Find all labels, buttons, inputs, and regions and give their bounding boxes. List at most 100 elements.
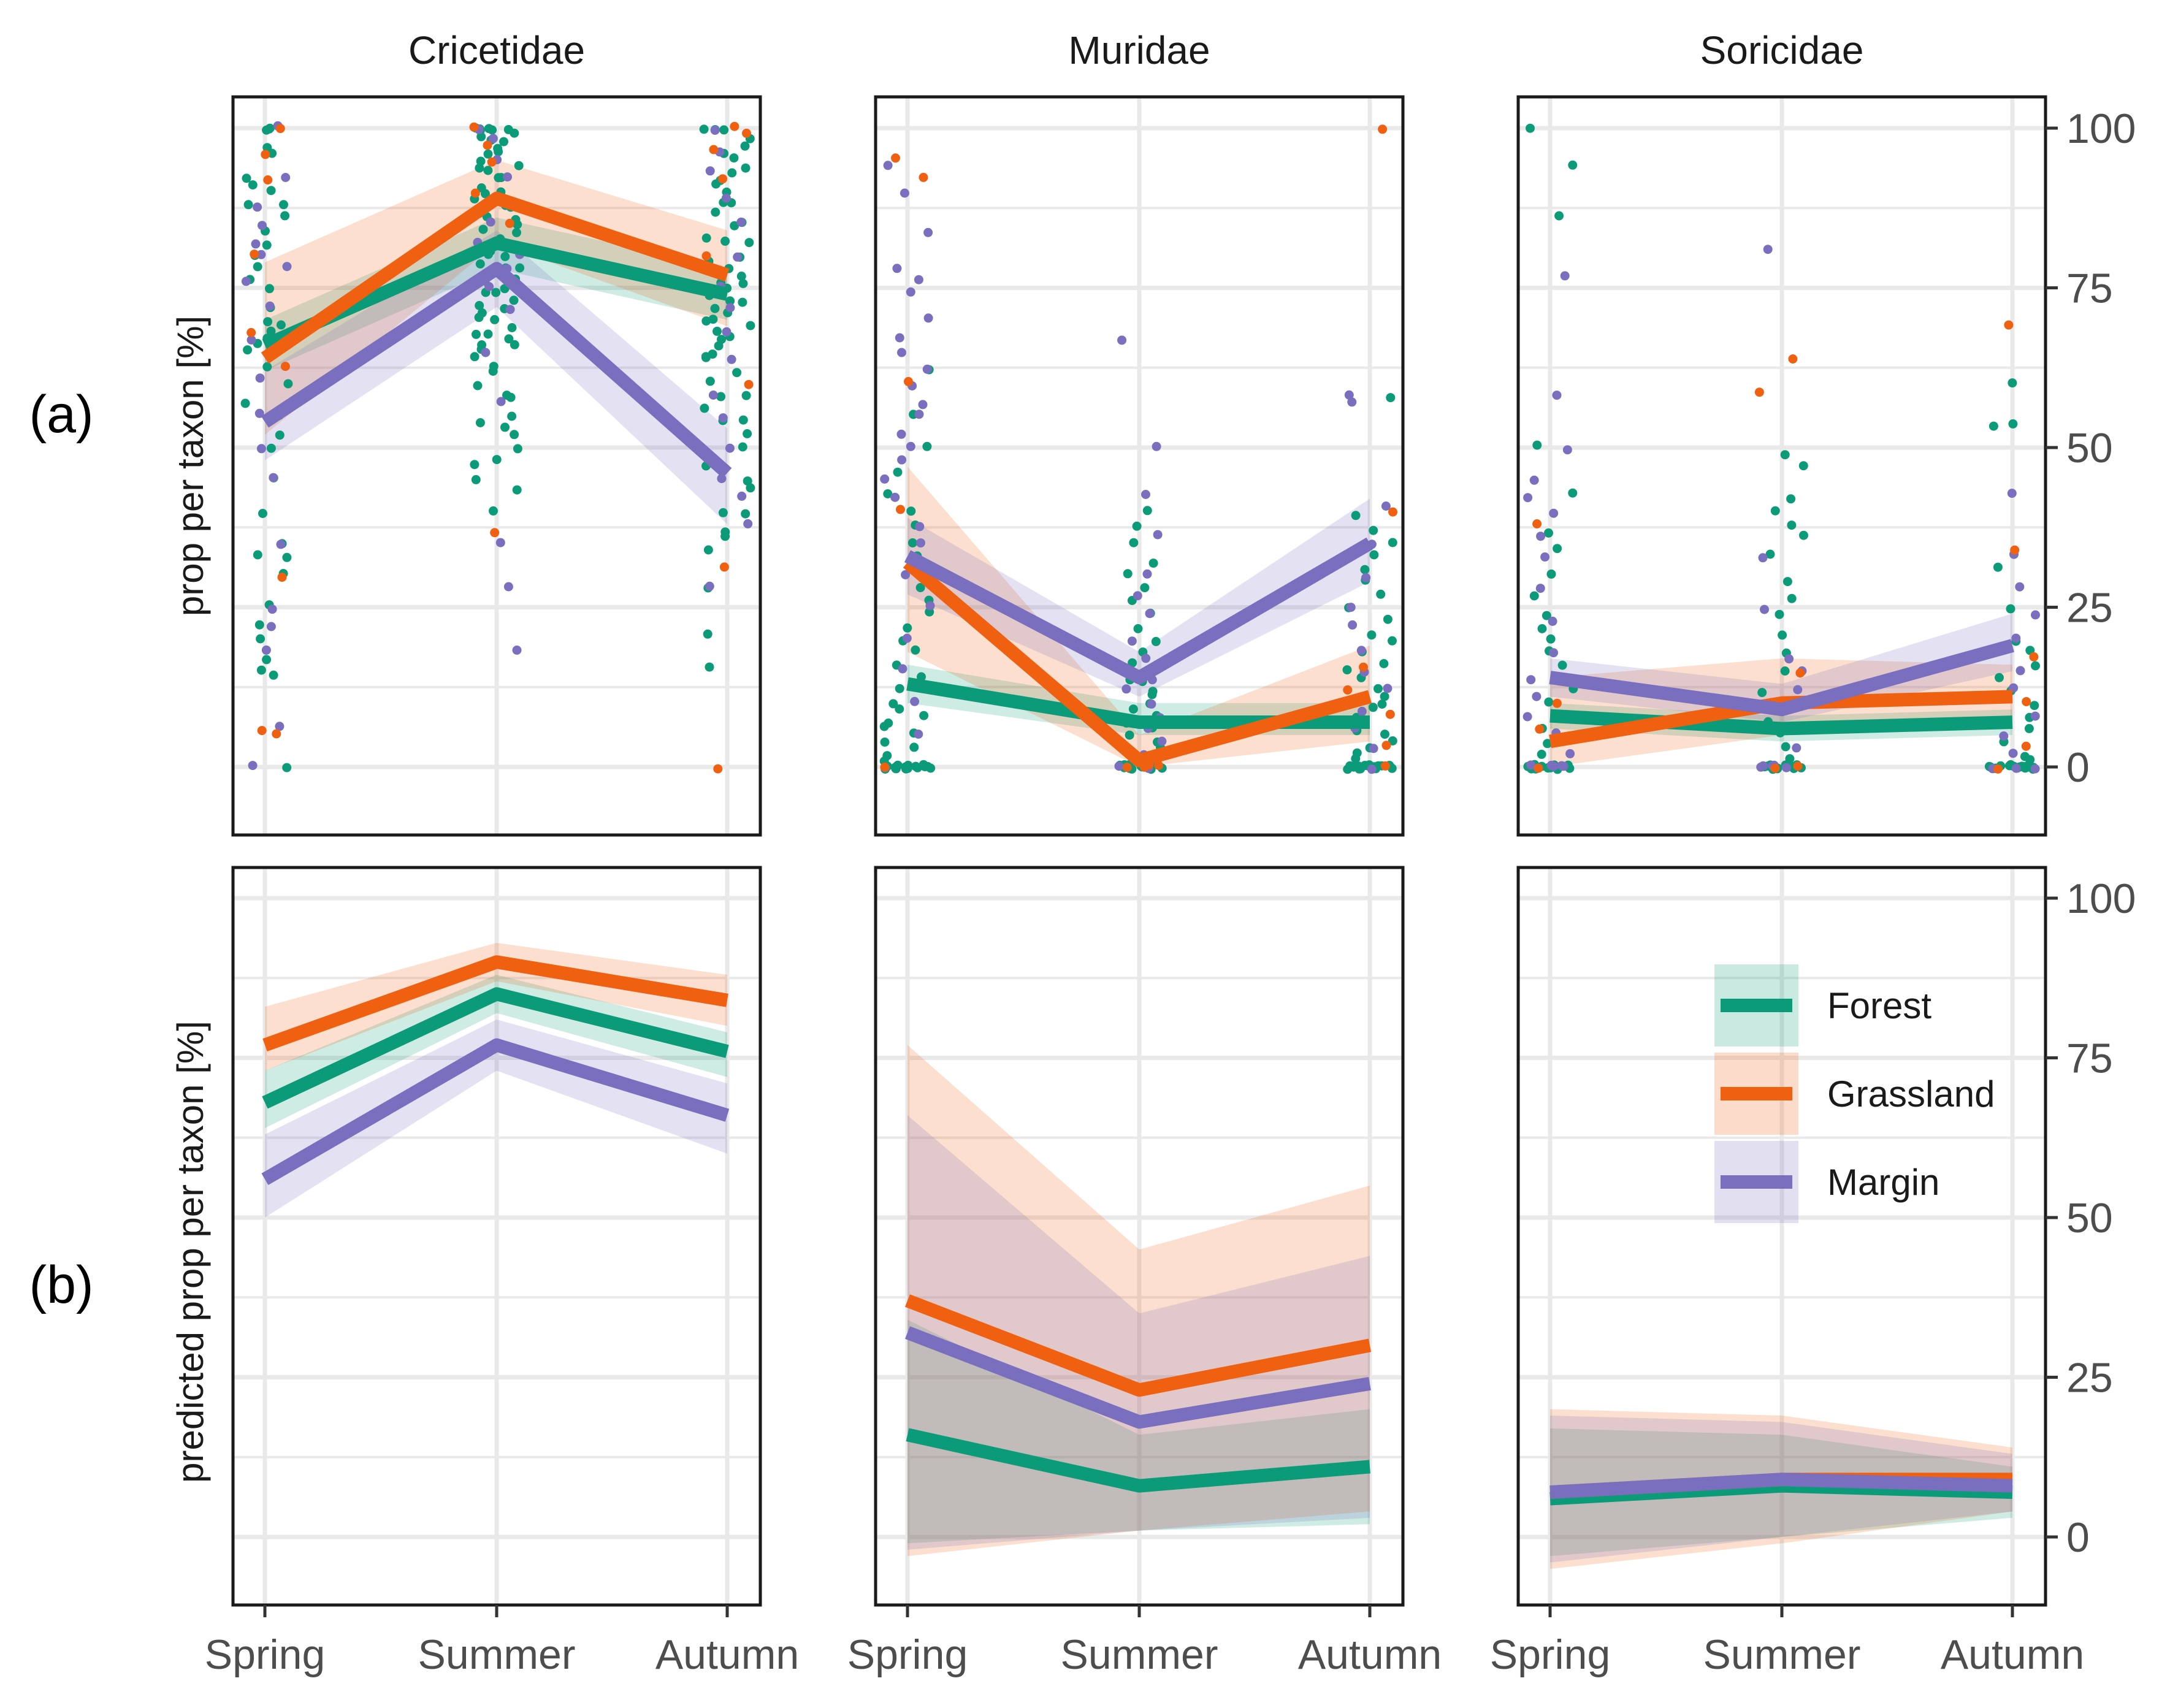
data-point-forest bbox=[1388, 538, 1397, 547]
data-point-grassland bbox=[744, 379, 754, 389]
data-point-forest bbox=[283, 379, 293, 389]
data-point-forest bbox=[738, 415, 748, 425]
data-point-margin bbox=[267, 604, 277, 614]
data-point-grassland bbox=[277, 573, 287, 582]
data-point-grassland bbox=[904, 376, 913, 386]
data-point-forest bbox=[473, 381, 483, 391]
data-point-forest bbox=[912, 763, 922, 772]
data-point-forest bbox=[481, 189, 490, 199]
data-point-grassland bbox=[1552, 698, 1562, 708]
y-tick-label: 75 bbox=[2066, 1035, 2113, 1082]
data-point-forest bbox=[1553, 544, 1562, 554]
data-point-margin bbox=[1141, 654, 1151, 663]
data-point-forest bbox=[500, 422, 510, 432]
data-point-forest bbox=[1125, 730, 1134, 740]
x-tick-label-autumn: Autumn bbox=[655, 1631, 799, 1678]
data-point-margin bbox=[916, 538, 925, 548]
data-point-margin bbox=[1792, 743, 1801, 753]
data-point-margin bbox=[918, 400, 928, 410]
data-point-forest bbox=[262, 362, 272, 372]
data-point-forest bbox=[1787, 593, 1797, 603]
data-point-forest bbox=[1369, 525, 1378, 535]
data-point-forest bbox=[262, 655, 272, 665]
data-point-forest bbox=[240, 398, 250, 408]
series-line-margin-cricetidae-row-1 bbox=[261, 262, 732, 478]
x-tick-label-spring: Spring bbox=[205, 1631, 326, 1678]
data-point-margin bbox=[1348, 620, 1358, 630]
data-point-margin bbox=[743, 519, 753, 528]
series-line-forest-soricidae-row-1 bbox=[1549, 709, 2013, 736]
data-point-margin bbox=[722, 327, 732, 337]
data-point-grassland bbox=[490, 528, 500, 538]
data-point-forest bbox=[256, 665, 266, 675]
data-point-grassland bbox=[275, 124, 285, 134]
panel-frame-cricetidae-row-1 bbox=[231, 95, 762, 837]
x-tick-label-summer: Summer bbox=[1061, 1631, 1218, 1678]
data-point-margin bbox=[282, 262, 292, 272]
data-point-forest bbox=[475, 300, 484, 310]
data-point-forest bbox=[919, 711, 929, 720]
data-point-margin bbox=[1141, 490, 1150, 499]
y-tick-label: 25 bbox=[2066, 1355, 2113, 1401]
data-point-grassland bbox=[1359, 662, 1368, 672]
series-line-forest-muridae-row-2 bbox=[906, 1428, 1370, 1493]
data-point-margin bbox=[710, 126, 720, 135]
data-point-forest bbox=[700, 403, 709, 413]
data-point-margin bbox=[505, 305, 515, 315]
data-point-margin bbox=[895, 333, 904, 343]
data-point-margin bbox=[1758, 553, 1768, 563]
data-point-margin bbox=[883, 161, 893, 170]
data-point-margin bbox=[484, 282, 494, 291]
data-point-forest bbox=[1140, 583, 1150, 593]
ci-band-forest-muridae-row-2 bbox=[907, 1319, 1370, 1544]
series-line-margin-soricidae-row-1 bbox=[1549, 639, 2014, 717]
data-point-margin bbox=[1369, 744, 1378, 753]
data-point-grassland bbox=[470, 188, 480, 198]
data-point-margin bbox=[1557, 761, 1567, 771]
data-point-forest bbox=[718, 508, 728, 517]
data-point-forest bbox=[888, 699, 898, 709]
data-point-margin bbox=[246, 335, 256, 345]
data-point-forest bbox=[1993, 562, 2003, 572]
y-tick-label: 50 bbox=[2066, 1195, 2113, 1241]
data-point-margin bbox=[251, 239, 261, 249]
data-point-margin bbox=[1127, 636, 1137, 646]
x-tick-label-spring: Spring bbox=[847, 1631, 968, 1678]
data-point-grassland bbox=[1378, 124, 1388, 134]
facet-title-cricetidae: Cricetidae bbox=[408, 28, 585, 72]
series-line-margin-muridae-row-1 bbox=[904, 537, 1373, 685]
data-point-margin bbox=[2007, 489, 2017, 498]
legend: Forest Grassland Margin bbox=[1714, 964, 1995, 1223]
data-point-forest bbox=[701, 233, 711, 243]
data-point-grassland bbox=[487, 157, 497, 167]
data-point-margin bbox=[2031, 610, 2040, 620]
data-point-margin bbox=[1535, 584, 1545, 593]
data-point-forest bbox=[483, 149, 493, 159]
data-point-forest bbox=[512, 485, 522, 495]
data-point-forest bbox=[266, 186, 276, 196]
data-point-margin bbox=[495, 538, 505, 547]
data-point-margin bbox=[275, 722, 285, 731]
data-point-forest bbox=[720, 236, 730, 246]
data-point-grassland bbox=[246, 328, 256, 337]
data-point-forest bbox=[701, 352, 711, 362]
data-point-margin bbox=[503, 172, 512, 182]
data-point-forest bbox=[705, 662, 714, 672]
data-point-margin bbox=[923, 227, 933, 237]
data-point-grassland bbox=[1122, 763, 1132, 772]
data-point-forest bbox=[703, 545, 713, 555]
series-line-grassland-muridae-row-1 bbox=[903, 557, 1372, 768]
data-point-forest bbox=[732, 368, 742, 378]
ci-band-margin-cricetidae-row-1 bbox=[265, 230, 727, 525]
ci-band-grassland-cricetidae-row-1 bbox=[265, 160, 727, 435]
data-point-forest bbox=[476, 132, 486, 142]
data-point-forest bbox=[243, 345, 253, 355]
data-point-forest bbox=[492, 455, 502, 465]
data-point-grassland bbox=[1993, 764, 2003, 774]
data-point-grassland bbox=[896, 505, 905, 514]
data-point-forest bbox=[1354, 761, 1364, 771]
data-point-forest bbox=[514, 161, 524, 170]
data-point-margin bbox=[1357, 706, 1367, 716]
data-point-grassland bbox=[701, 251, 711, 261]
data-point-forest bbox=[262, 240, 272, 250]
